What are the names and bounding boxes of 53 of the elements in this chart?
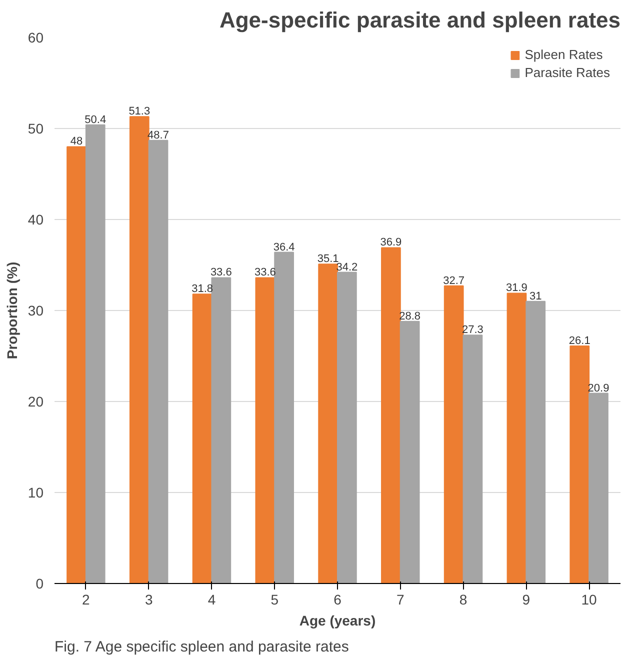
data-label: 33.6 xyxy=(210,266,232,279)
x-tick-label: 8 xyxy=(459,592,468,608)
data-label: 31 xyxy=(529,290,542,302)
data-label: 31.8 xyxy=(192,283,214,296)
legend-label: Spleen Rates xyxy=(524,47,603,62)
x-tick-label: 7 xyxy=(396,592,404,608)
data-label: 26.1 xyxy=(568,334,590,347)
x-tick-label: 6 xyxy=(334,592,342,608)
data-label: 50.4 xyxy=(84,114,106,126)
y-tick-label: 20 xyxy=(28,394,44,410)
y-tick-label: 10 xyxy=(28,484,44,500)
bar xyxy=(274,252,294,584)
bar xyxy=(85,124,106,584)
bar xyxy=(255,277,276,584)
x-tick-label: 5 xyxy=(270,592,279,608)
bar xyxy=(588,392,608,584)
data-label: 36.4 xyxy=(273,241,295,254)
bar xyxy=(129,116,150,584)
x-tick-label: 4 xyxy=(208,592,216,608)
bar xyxy=(506,292,527,584)
x-tick-label: 9 xyxy=(522,592,530,608)
data-label: 48 xyxy=(70,136,83,148)
y-axis-title: Proportion (%) xyxy=(4,262,20,360)
bar xyxy=(462,334,483,584)
bar xyxy=(192,294,212,584)
y-tick-label: 40 xyxy=(28,212,44,228)
bar xyxy=(66,146,86,584)
bar xyxy=(570,345,590,584)
x-tick-label: 10 xyxy=(581,592,598,608)
data-label: 32.7 xyxy=(443,274,465,287)
data-label: 36.9 xyxy=(380,236,402,249)
data-label: 35.1 xyxy=(317,253,339,266)
caption: Fig. 7 Age specific spleen and parasite rates xyxy=(54,638,349,656)
bar xyxy=(381,247,401,584)
x-axis-title: Age (years) xyxy=(299,612,376,628)
y-tick-label: 0 xyxy=(36,576,44,592)
data-label: 33.6 xyxy=(254,266,276,279)
y-tick-label: 60 xyxy=(28,30,44,46)
data-label: 51.3 xyxy=(128,106,150,118)
data-label: 31.9 xyxy=(506,282,528,294)
bar xyxy=(400,320,420,584)
legend-label: Parasite Rates xyxy=(524,65,610,80)
y-tick-label: 50 xyxy=(28,120,44,136)
bar xyxy=(337,272,357,584)
chart-title: Age-specific parasite and spleen rates xyxy=(219,8,621,32)
y-tick-label: 30 xyxy=(28,302,44,318)
bar xyxy=(526,300,546,584)
bar xyxy=(444,285,464,584)
x-tick-label: 2 xyxy=(82,592,90,608)
bar xyxy=(211,277,232,584)
bar xyxy=(148,140,168,584)
bar xyxy=(318,264,338,584)
x-tick-label: 3 xyxy=(144,592,153,608)
